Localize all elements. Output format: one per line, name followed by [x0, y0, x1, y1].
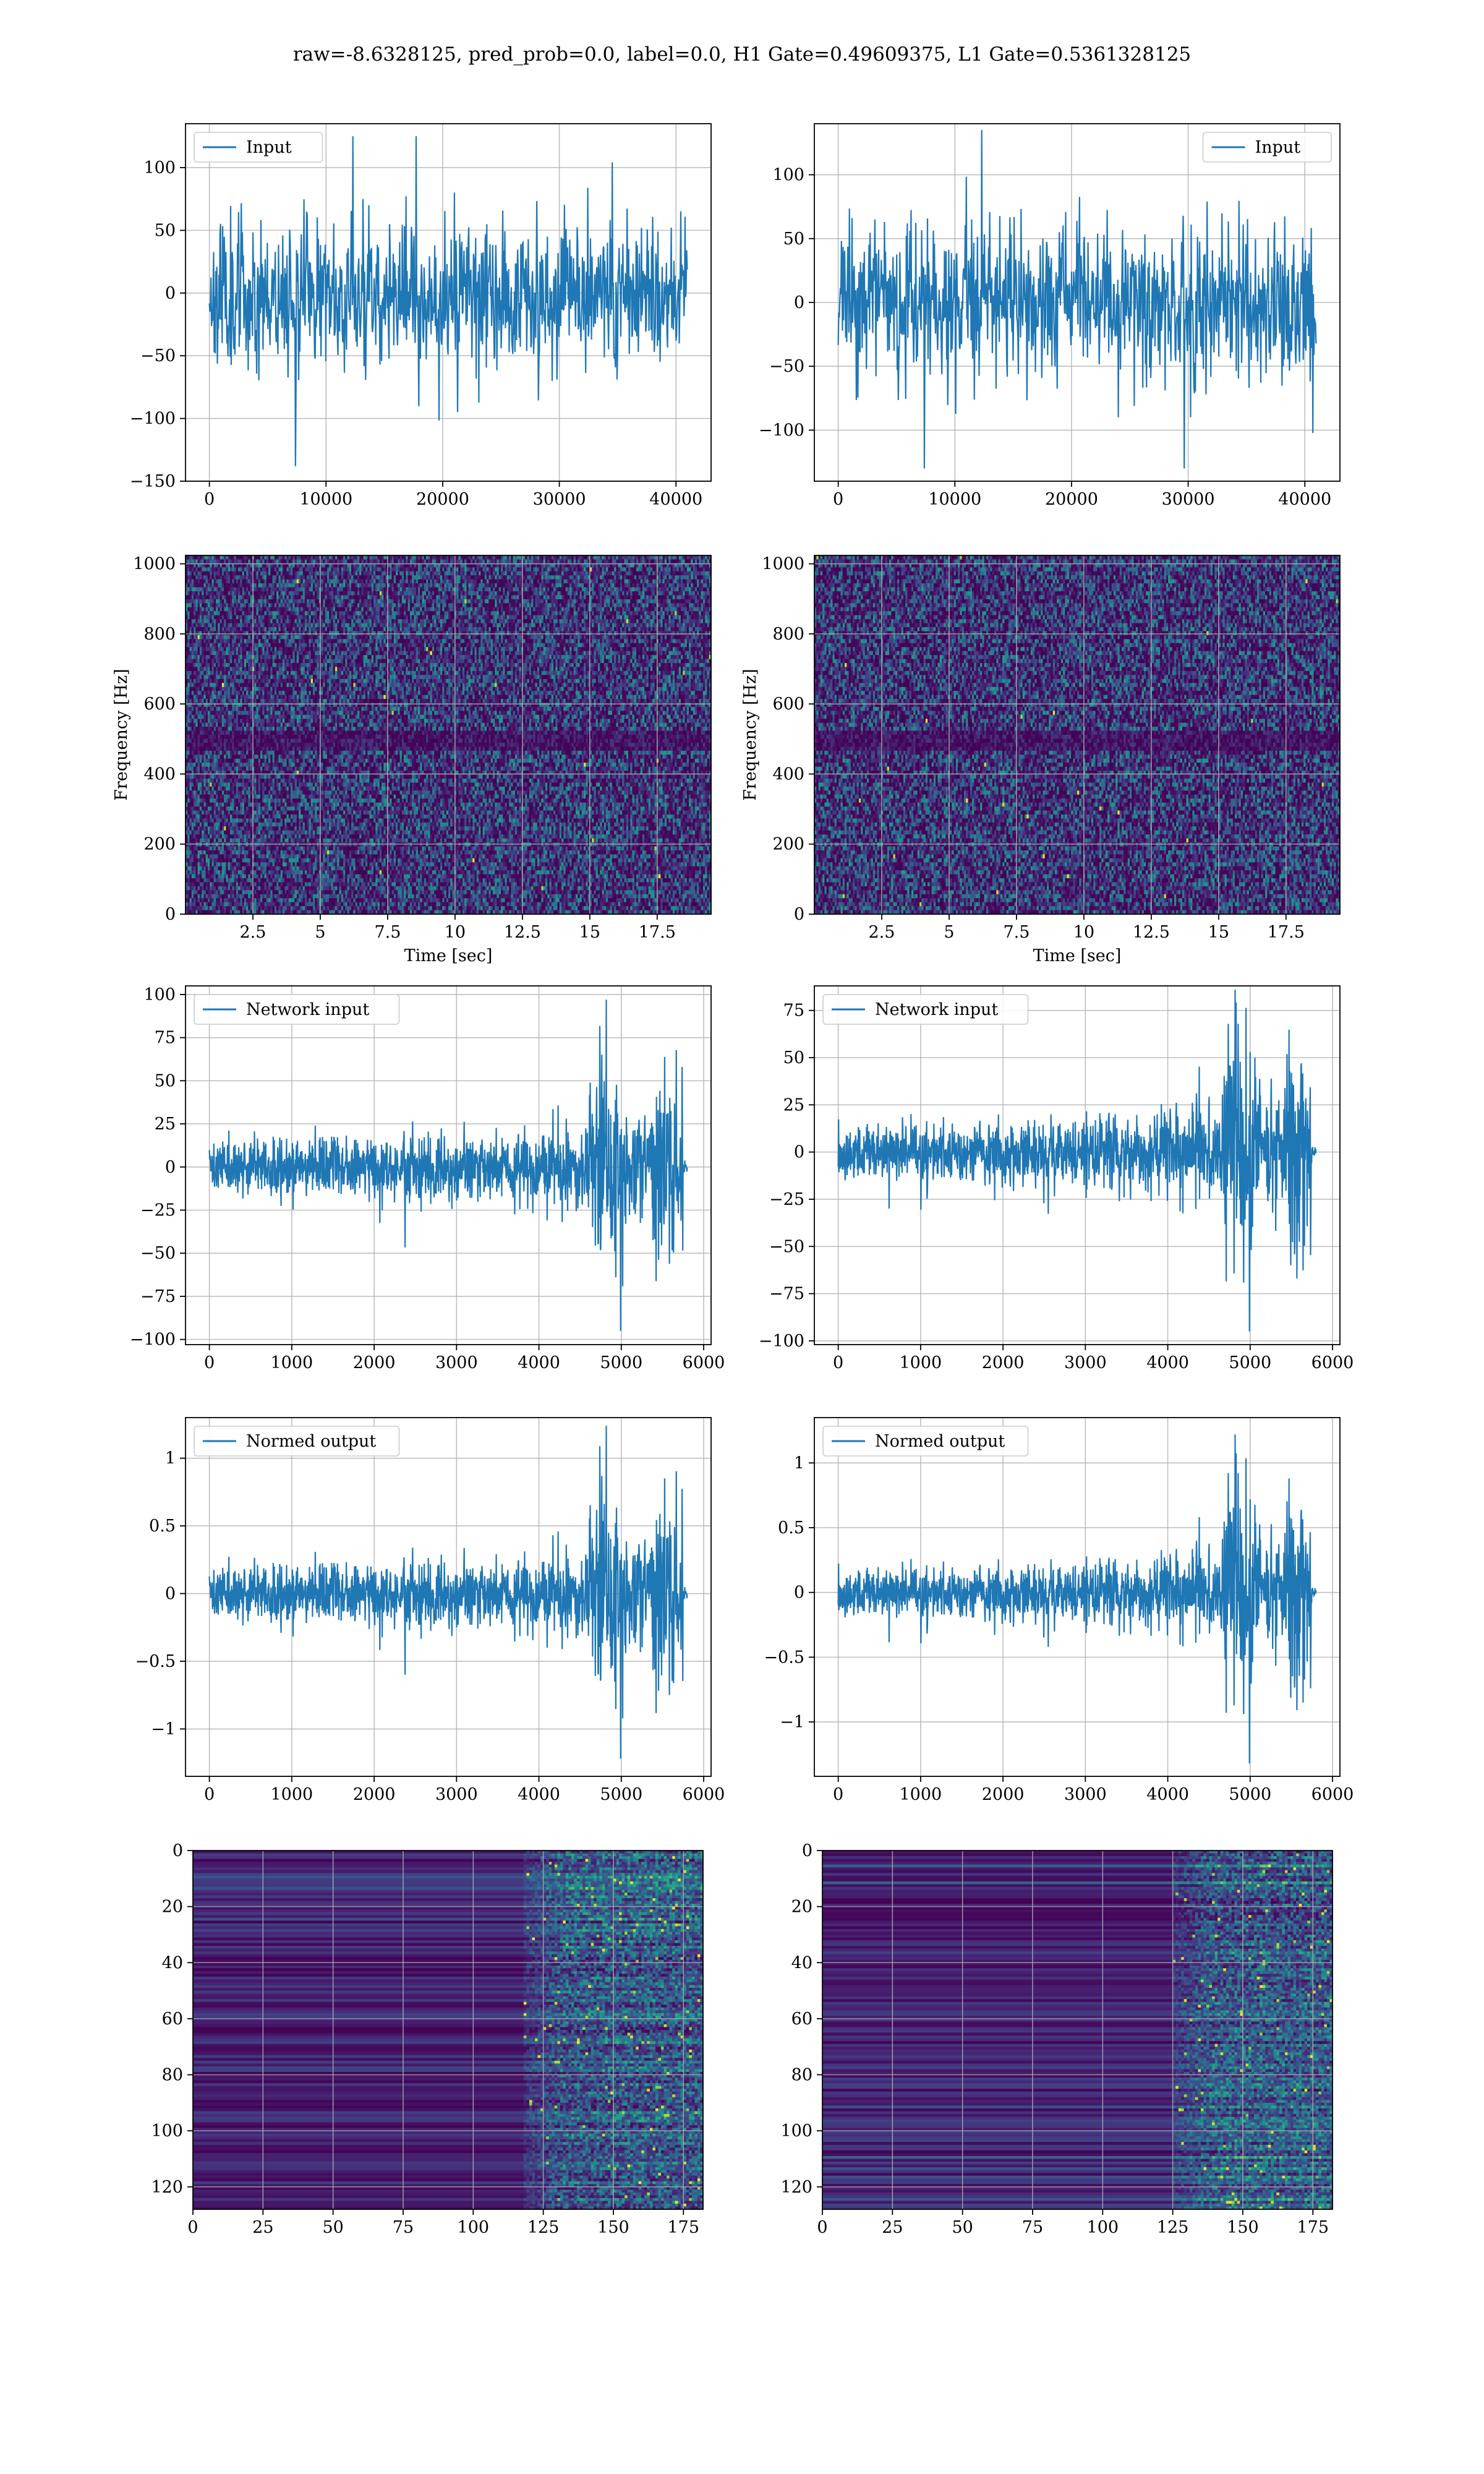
x-tick-label: 20000	[416, 490, 469, 509]
chart-spec-h1: 2.5 5 7.5 10 12.5 15 17.502004006008001000Time…	[112, 555, 712, 965]
x-tick-label: 10000	[928, 490, 981, 509]
legend: Input	[194, 132, 323, 162]
y-tick-label: 100	[143, 158, 176, 178]
x-tick-label: 40000	[649, 490, 702, 509]
x-tick-label: 30000	[1162, 490, 1215, 509]
y-tick-label: 100	[772, 166, 804, 185]
legend-label: Input	[246, 138, 292, 157]
series-line	[838, 130, 1316, 468]
x-tick-label: 0	[204, 490, 215, 509]
y-tick-label: −50	[140, 346, 176, 366]
y-tick-label: −100	[759, 421, 804, 440]
y-tick-label: −100	[130, 409, 176, 429]
y-tick-label: 0	[165, 284, 176, 303]
legend-label: Input	[1255, 138, 1301, 157]
chart-input-l1: 0 10000 20000 30000 40000 −100 −50 0 50 100 Input	[759, 124, 1340, 509]
y-tick-label: 50	[783, 229, 804, 249]
legend: Input	[1203, 132, 1332, 162]
series-line	[210, 136, 688, 466]
y-tick-label: 50	[155, 221, 176, 240]
x-tick-label: 30000	[533, 490, 586, 509]
x-tick-label: 10000	[299, 490, 352, 509]
y-tick-label: −50	[769, 357, 804, 376]
x-tick-label: 40000	[1278, 490, 1331, 509]
y-tick-label: 0	[794, 293, 804, 312]
x-tick-label: 0	[833, 490, 843, 509]
x-tick-label: 20000	[1045, 490, 1098, 509]
chart-input-h1: 0 10000 20000 30000 40000 −150 −100 −50 0 50 100 In…	[130, 124, 711, 509]
y-tick-label: −150	[130, 472, 176, 491]
